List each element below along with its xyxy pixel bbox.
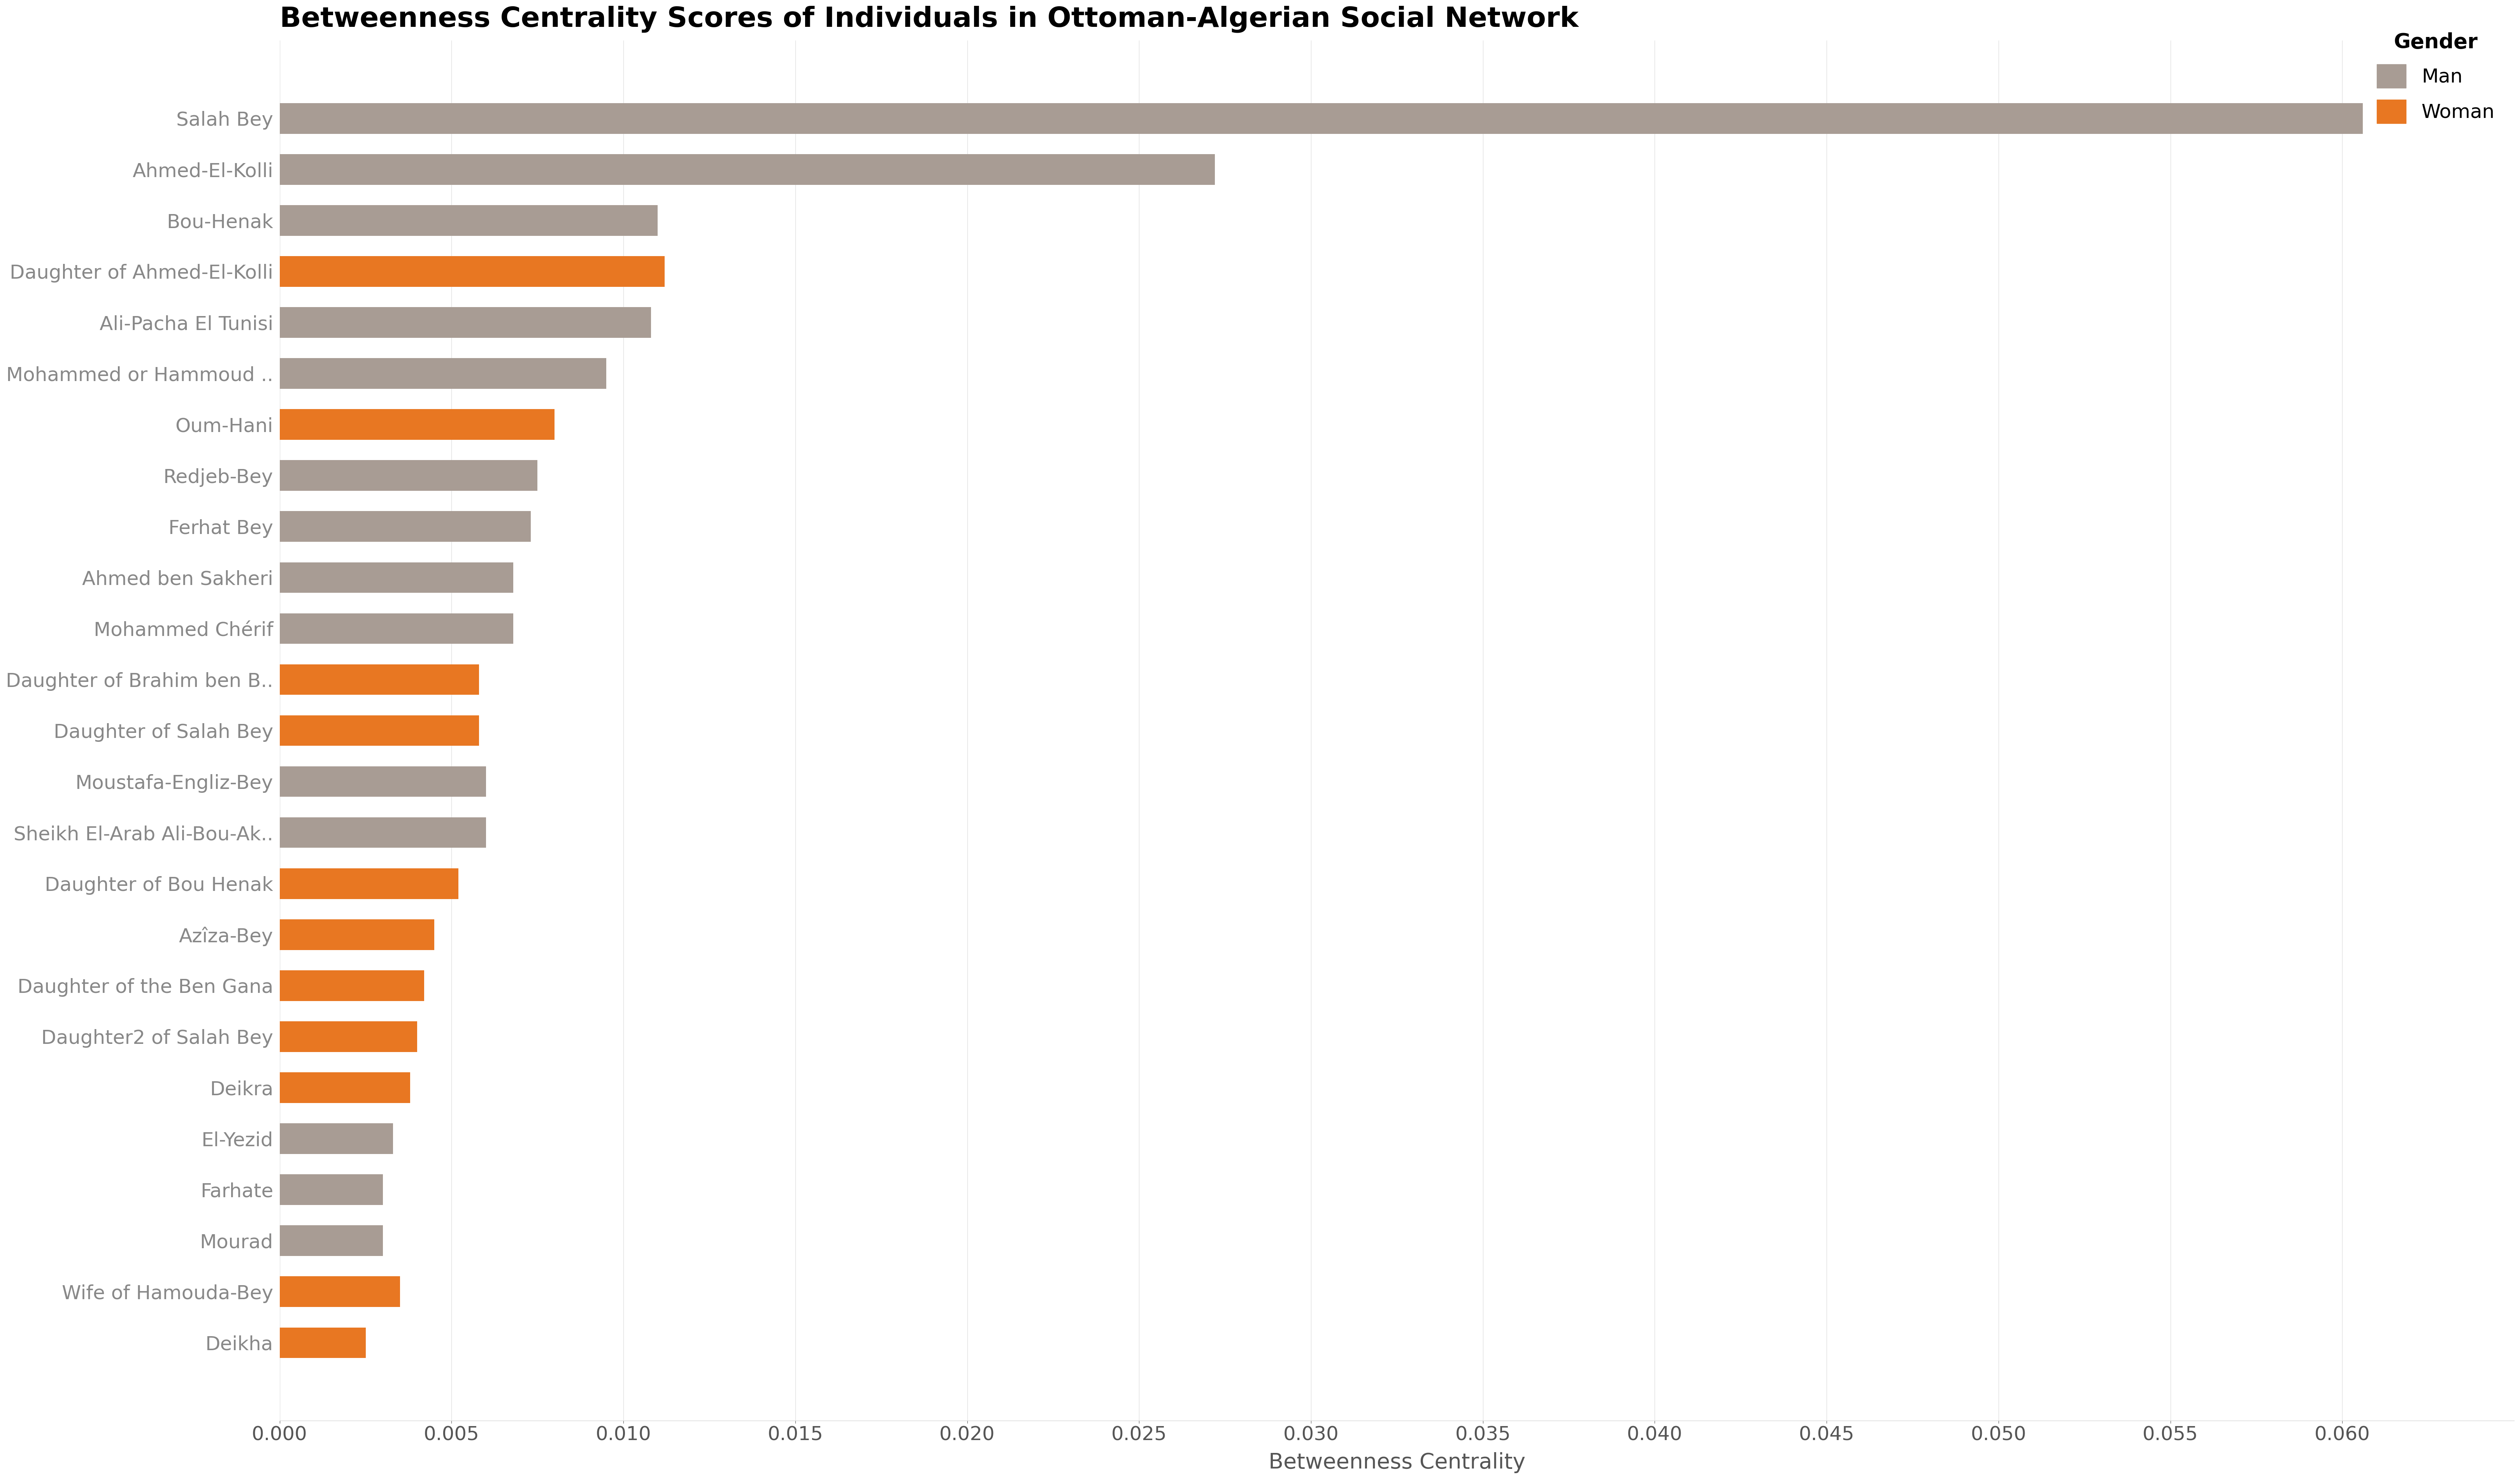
Bar [280,104,2364,133]
Bar [280,358,607,389]
X-axis label: Betweenness Centrality: Betweenness Centrality [1268,1452,1525,1473]
Bar [280,614,514,643]
Bar [280,766,486,797]
Bar [280,460,537,491]
Bar [280,1174,383,1205]
Bar [280,920,433,950]
Text: Betweenness Centrality Scores of Individuals in Ottoman-Algerian Social Network: Betweenness Centrality Scores of Individ… [280,6,1578,33]
Bar [280,664,479,695]
Bar [280,1226,383,1256]
Bar [280,1072,411,1103]
Bar [280,256,665,287]
Legend: Man, Woman: Man, Woman [2366,22,2505,133]
Bar [280,1124,393,1154]
Bar [280,410,554,439]
Bar [280,818,486,847]
Bar [280,562,514,593]
Bar [280,716,479,745]
Bar [280,1022,418,1052]
Bar [280,512,532,541]
Bar [280,308,650,337]
Bar [280,1276,401,1307]
Bar [280,206,658,235]
Bar [280,970,423,1001]
Bar [280,868,459,899]
Bar [280,1328,365,1358]
Bar [280,154,1215,185]
